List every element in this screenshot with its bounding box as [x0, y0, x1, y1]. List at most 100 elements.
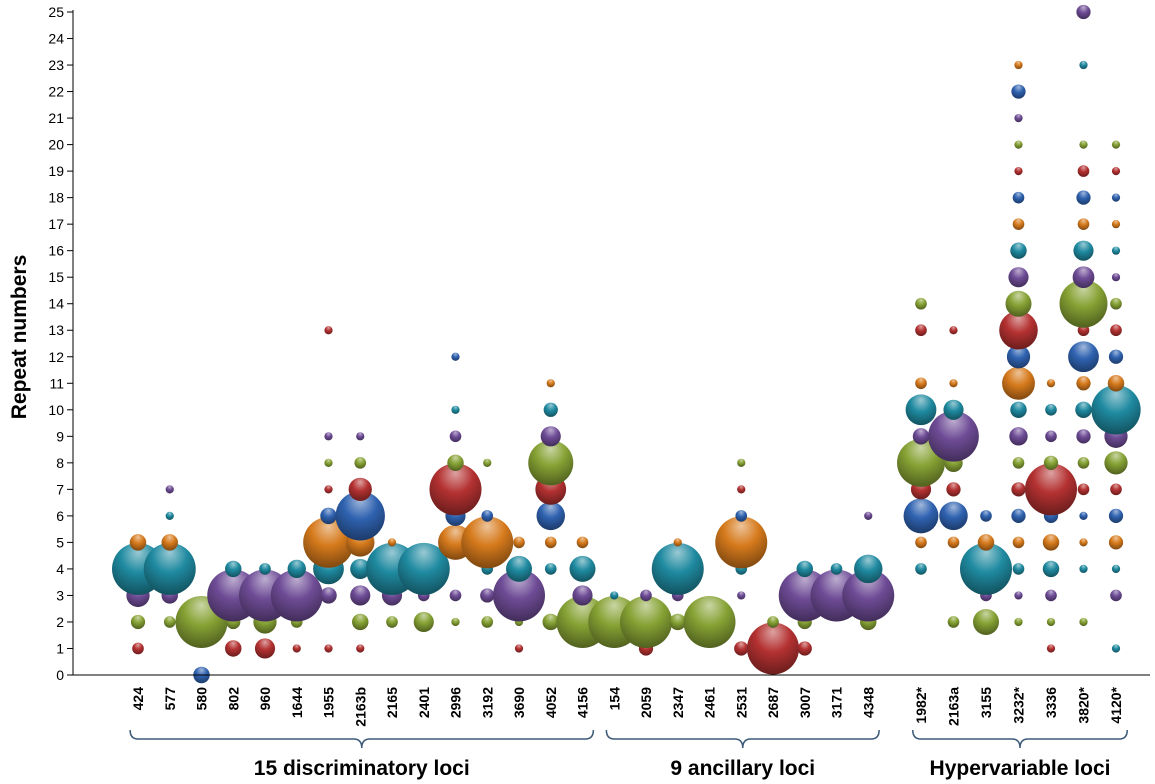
- x-tick-label: 154: [606, 687, 622, 711]
- bubble-point: [572, 585, 593, 606]
- y-tick-label: 7: [56, 481, 64, 497]
- bubble-point: [949, 326, 958, 335]
- bubble-point: [980, 510, 992, 522]
- bubble-point: [324, 432, 333, 441]
- y-tick-label: 1: [56, 640, 64, 656]
- bubble-point: [735, 510, 748, 522]
- x-tick-label: 3690: [511, 687, 527, 718]
- y-tick-label: 17: [48, 216, 64, 232]
- bubble-point: [1014, 617, 1023, 627]
- bubble-point: [132, 642, 144, 655]
- bubble-point: [324, 326, 333, 335]
- y-axis-label: Repeat numbers: [8, 255, 31, 420]
- x-tick-label: 4348: [860, 687, 876, 718]
- bubble-point: [939, 501, 968, 531]
- x-tick-label: 1955: [321, 687, 337, 718]
- x-tick-label: 4052: [543, 687, 559, 718]
- bubble-point: [1068, 341, 1099, 373]
- y-tick-label: 11: [49, 375, 64, 391]
- bubble-point: [287, 559, 306, 579]
- bubble-point: [928, 410, 979, 462]
- x-axis: 424 577 580 802 960 1644 1955 2163b 2165 2401 2996…: [73, 674, 1150, 727]
- bubble-point: [451, 405, 460, 414]
- x-tick-label: 2163b: [352, 687, 368, 727]
- x-tick-label: 2165: [384, 687, 400, 718]
- bubble-point: [1012, 191, 1025, 204]
- bubble-point: [1111, 193, 1121, 202]
- bubble-point: [506, 555, 532, 582]
- bubble-point: [1079, 511, 1088, 520]
- x-tick-label: 2163a: [946, 687, 962, 726]
- x-tick-label: 3232*: [1011, 686, 1027, 723]
- bubble-point: [1079, 617, 1088, 627]
- bubble-point: [1091, 385, 1141, 435]
- bubble-point: [1110, 297, 1122, 310]
- bubble-point: [610, 591, 619, 600]
- bubble-point: [1045, 589, 1057, 602]
- bubble-point: [528, 440, 574, 486]
- y-tick-label: 15: [48, 269, 64, 285]
- bubble-point: [1012, 536, 1025, 549]
- bubble-point: [350, 558, 371, 579]
- bubble-point: [324, 644, 333, 653]
- bubble-point: [1008, 267, 1029, 288]
- x-tick-label: 960: [257, 687, 273, 711]
- x-tick-label: 3007: [797, 687, 813, 718]
- bubble-point: [715, 516, 768, 569]
- bubble-point: [543, 402, 558, 417]
- bubble-point: [737, 458, 746, 467]
- y-tick-label: 24: [48, 31, 64, 47]
- bubble-point: [1011, 84, 1026, 99]
- bubble-point: [1014, 60, 1023, 70]
- bubble-point: [514, 644, 524, 653]
- x-tick-label: 2347: [670, 687, 686, 718]
- bubble-point: [481, 510, 494, 522]
- bubble-point: [1042, 560, 1060, 578]
- bubble-point: [949, 379, 958, 388]
- bubble-point: [165, 485, 174, 494]
- bubble-point: [449, 430, 462, 443]
- x-tick-label: 2531: [733, 687, 749, 718]
- bubble-point: [651, 542, 704, 595]
- bubble-point: [320, 507, 337, 525]
- bubble-point: [259, 563, 271, 575]
- bubble-point: [225, 560, 242, 578]
- bubble-point: [1077, 218, 1090, 230]
- bubble-point: [542, 613, 559, 631]
- bubble-point: [1014, 113, 1023, 123]
- y-tick-label: 20: [48, 137, 64, 153]
- y-tick-label: 16: [48, 243, 64, 259]
- group-brackets: 15 discriminatory loci 9 ancillary loci Hy…: [129, 729, 1128, 780]
- bubble-point: [1006, 345, 1031, 369]
- bubble-point: [483, 458, 492, 467]
- bubble-point: [1110, 483, 1122, 496]
- bubble-point: [447, 454, 464, 472]
- bubble-point: [947, 536, 960, 549]
- bubble-point: [1014, 140, 1023, 149]
- bubble-point: [854, 554, 883, 584]
- y-tick-label: 19: [48, 163, 64, 179]
- bubble-point: [620, 595, 672, 648]
- bubble-point: [1108, 349, 1124, 364]
- y-tick-label: 13: [48, 322, 64, 338]
- bubble-point: [977, 534, 995, 551]
- bubble-point: [513, 536, 525, 549]
- bubble-point: [451, 352, 460, 361]
- bubble-point: [946, 482, 961, 497]
- bubble-point: [915, 324, 927, 337]
- bubble-point: [830, 563, 843, 575]
- bubble-point: [1072, 266, 1095, 289]
- bubble-point: [1077, 457, 1090, 469]
- y-tick-label: 12: [48, 349, 64, 365]
- bubble-point: [1045, 403, 1057, 416]
- bubble-point: [544, 536, 557, 549]
- y-tick-label: 4: [56, 561, 64, 577]
- bubble-point: [449, 589, 462, 602]
- bubble-point: [1010, 401, 1027, 419]
- bubble-point: [1059, 279, 1108, 328]
- bubble-point: [747, 622, 799, 675]
- bubble-point: [1110, 589, 1122, 602]
- bubble-point: [356, 432, 365, 441]
- x-tick-label: 1982*: [913, 686, 929, 723]
- bubble-point: [1075, 401, 1092, 419]
